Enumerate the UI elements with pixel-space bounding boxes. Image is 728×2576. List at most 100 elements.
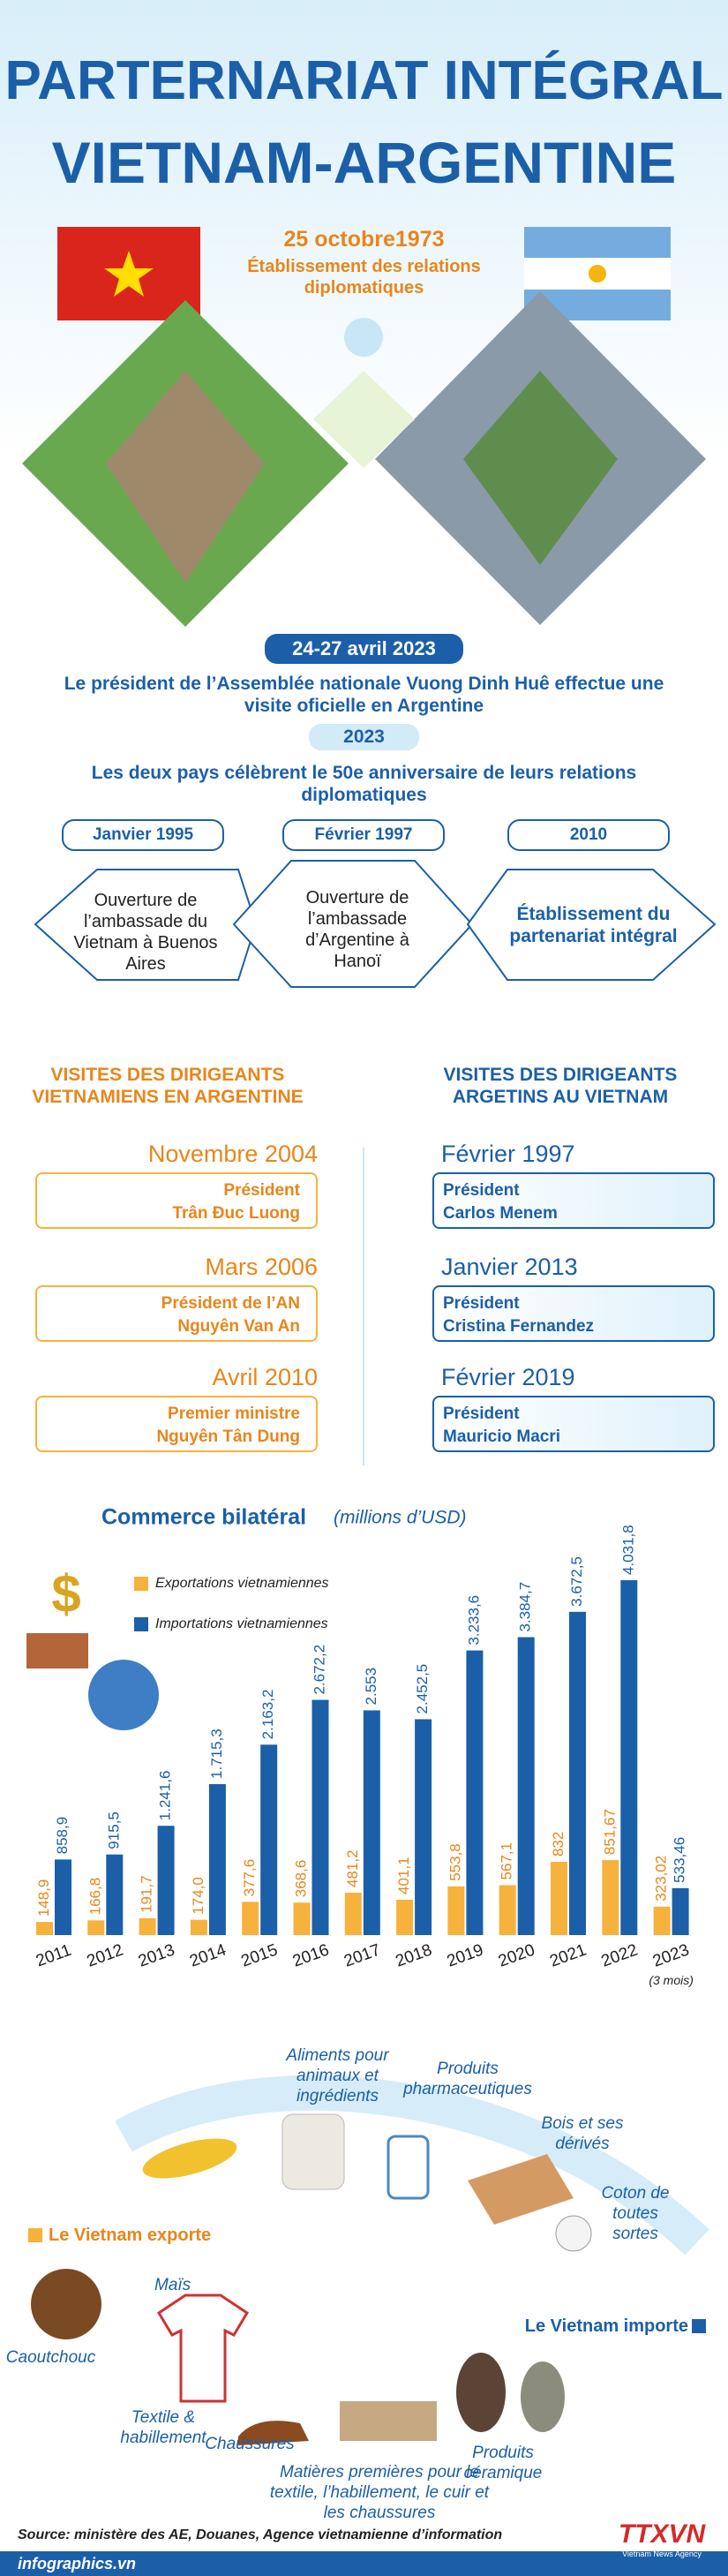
x-tick-label: 2013	[136, 1940, 177, 1970]
vase	[456, 2353, 506, 2432]
value-label: 323,02	[653, 1856, 670, 1902]
swoosh	[115, 2075, 709, 2256]
export-item: Chaussures	[205, 2435, 295, 2453]
establishment-text: Établissement des relations diplomatique…	[247, 257, 481, 298]
export-item: Maïs	[154, 2276, 191, 2294]
visit-name: Nguyên Tân Dung	[156, 1427, 300, 1446]
bar	[551, 1862, 567, 1935]
footer-bar	[0, 2551, 728, 2576]
value-label: 567,1	[499, 1842, 515, 1880]
import-heading: Le Vietnam importe	[524, 2316, 688, 2336]
x-tick-label: 2014	[187, 1940, 229, 1970]
corn	[142, 2138, 237, 2179]
anniversary-year: 2023	[309, 724, 419, 750]
medicine-bottle	[387, 2135, 430, 2200]
value-label: 3.672,5	[568, 1556, 585, 1607]
value-label: 1.241,6	[157, 1770, 174, 1820]
bar	[208, 1783, 226, 1935]
sack	[281, 2113, 345, 2190]
bar	[55, 1859, 71, 1935]
visit-box: Président Mauricio Macri	[432, 1396, 715, 1452]
bar	[190, 1919, 207, 1935]
value-label: 533,46	[672, 1837, 688, 1883]
visit-name: Carlos Menem	[443, 1204, 558, 1223]
globe-icon	[88, 1660, 159, 1730]
bar	[517, 1637, 535, 1935]
value-label: 832	[550, 1832, 567, 1857]
x-tick-label: 2019	[445, 1940, 486, 1970]
visit-name: Trân Đuc Luong	[172, 1204, 300, 1223]
milestone-text: Ouverture de l’ambassade du Vietnam à Bu…	[73, 891, 218, 974]
legend-swatch	[134, 1577, 148, 1591]
bar	[139, 1917, 156, 1935]
visit-role: Président	[223, 1181, 300, 1200]
visit-name: Cristina Fernandez	[443, 1317, 595, 1336]
milestone-date: 2010	[507, 819, 670, 851]
bar	[466, 1650, 484, 1935]
x-tick-label: 2016	[290, 1940, 332, 1970]
bar	[672, 1887, 689, 1935]
milestone-date: Février 1997	[282, 819, 445, 851]
export-item: Caoutchouc	[5, 2348, 96, 2367]
visit-date: Novembre 2004	[147, 1141, 318, 1167]
title: VIETNAM-ARGENTINE	[51, 130, 677, 195]
value-label: 553,8	[447, 1843, 463, 1881]
value-label: 4.031,8	[619, 1525, 636, 1575]
visit-text: Le président de l’Assemblée nationale Vu…	[64, 674, 664, 717]
value-label: 174,0	[190, 1877, 206, 1915]
bar	[242, 1902, 259, 1935]
legend-label: Exportations vietnamiennes	[155, 1576, 329, 1591]
bar	[344, 1893, 362, 1935]
bar	[569, 1611, 586, 1935]
import-marker	[692, 2319, 706, 2333]
bar	[87, 1920, 105, 1935]
visits-heading: VISITES DES DIRIGEANTS ARGETINS AU VIETN…	[443, 1065, 678, 1108]
website: infographics.vn	[18, 2555, 137, 2572]
logo: TTXVN	[618, 2520, 706, 2549]
anniversary-text: Les deux pays célèbrent le 50e anniversa…	[91, 763, 637, 806]
milestone-shape	[466, 869, 717, 981]
shoe	[238, 2421, 309, 2445]
value-label: 2.163,2	[259, 1690, 276, 1740]
value-label: 3.384,7	[517, 1582, 534, 1632]
value-label: 368,6	[292, 1860, 309, 1898]
import-item: Produits céramique	[463, 2444, 543, 2482]
wood	[468, 2154, 574, 2225]
value-label: 2.553	[363, 1668, 379, 1706]
x-tick-label: 2020	[496, 1940, 537, 1970]
visit-date: Avril 2010	[212, 1364, 318, 1390]
flag-stripe	[524, 227, 671, 258]
visit-box: Président de l’AN Nguyên Van An	[35, 1285, 318, 1342]
bar	[260, 1744, 278, 1935]
milestone-text: Ouverture de l’ambassade d’Argentine à H…	[305, 888, 409, 971]
handshake-icon	[344, 318, 383, 357]
import-item: Bois et ses dérivés	[541, 2114, 624, 2153]
value-label: 191,7	[139, 1875, 155, 1913]
bar	[415, 1719, 432, 1935]
visit-role: Président de l’AN	[161, 1294, 300, 1313]
bar	[106, 1854, 124, 1935]
bar	[447, 1886, 465, 1935]
logo-subtitle: Vietnam News Agency	[622, 2550, 702, 2558]
bar	[653, 1906, 671, 1935]
x-tick-label: 2018	[393, 1940, 434, 1970]
value-label: 851,67	[601, 1809, 618, 1855]
import-item: Matières premières pour le textile, l’ha…	[269, 2463, 490, 2522]
value-label: 915,5	[105, 1811, 122, 1849]
source: Source: ministère des AE, Douanes, Agenc…	[18, 2527, 503, 2542]
visit-box: Premier ministre Nguyên Tân Dung	[35, 1396, 318, 1452]
center-diamond	[313, 371, 415, 468]
visit-date: 24-27 avril 2023	[265, 634, 463, 664]
visit-role: Premier ministre	[168, 1405, 300, 1423]
bar	[396, 1900, 414, 1935]
visit-box: Président Trân Đuc Luong	[35, 1172, 318, 1229]
park	[463, 371, 618, 565]
pagoda	[106, 371, 265, 583]
visit-role: Président	[443, 1181, 520, 1200]
annotation: (3 mois)	[649, 1973, 694, 1987]
value-label: 148,9	[35, 1879, 52, 1917]
coconut-bowl	[31, 2269, 101, 2339]
x-tick-label: 2011	[34, 1941, 74, 1971]
import-item: Coton de toutes sortes	[601, 2184, 670, 2243]
